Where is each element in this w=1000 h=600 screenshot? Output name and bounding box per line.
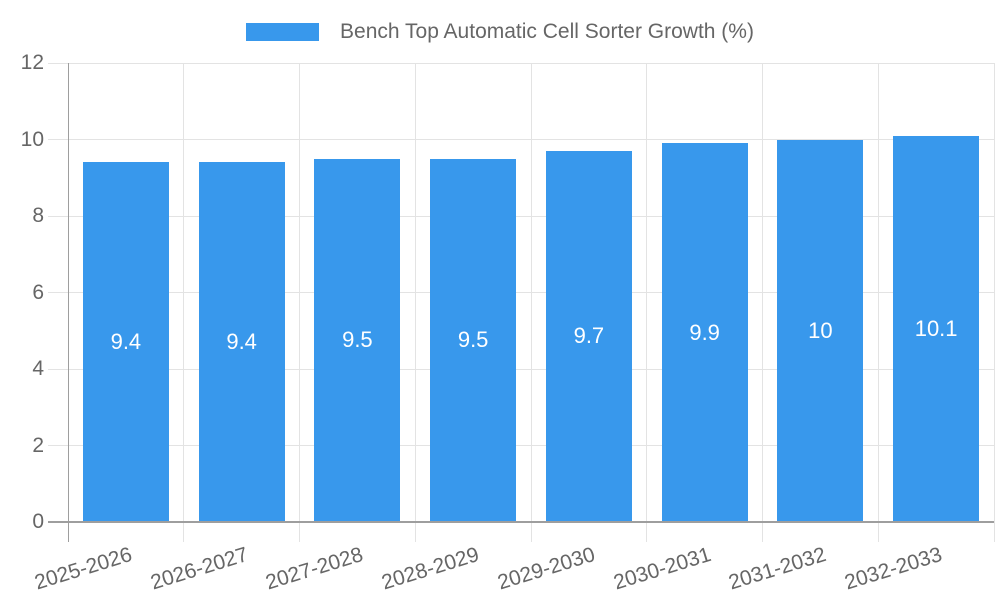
gridline-horizontal [48,445,994,446]
bar[interactable] [82,162,169,522]
bar[interactable] [545,150,632,522]
bar-value-label: 9.7 [573,323,605,349]
y-tick-label: 10 [20,127,44,151]
gridline-horizontal [48,62,994,64]
gridline-vertical [877,63,879,542]
y-tick-label: 2 [32,433,44,457]
gridline-horizontal [48,292,994,293]
legend-swatch [246,23,320,41]
x-tick-label: 2026-2027 [147,543,251,595]
bar-value-label: 9.9 [689,319,720,345]
legend: Bench Top Automatic Cell Sorter Growth (… [0,20,1000,44]
x-tick-label: 2027-2028 [263,543,367,595]
x-axis-baseline [48,521,994,523]
y-axis-line [67,63,69,542]
bar[interactable] [430,158,517,522]
y-tick-label: 12 [20,51,44,74]
bar-value-label: 10 [808,317,833,343]
legend-item[interactable]: Bench Top Automatic Cell Sorter Growth (… [246,20,754,44]
bar-value-label: 9.4 [110,329,142,355]
y-tick-label: 4 [32,357,44,380]
bar[interactable] [661,143,748,522]
gridline-horizontal [48,368,994,370]
gridline-horizontal [48,139,994,140]
bar-value-label: 9.4 [226,329,257,355]
x-tick-label: 2025-2026 [31,543,135,595]
gridline-vertical [993,63,995,542]
bar-value-label: 9.5 [457,327,489,353]
x-tick-label: 2032-2033 [842,543,945,595]
gridline-vertical [762,63,763,542]
gridline-vertical [530,63,532,542]
bar[interactable] [314,158,401,522]
x-tick-label: 2031-2032 [726,543,830,595]
gridline-vertical [299,63,300,542]
bar[interactable] [198,162,285,522]
gridline-vertical [414,63,416,542]
gridline-horizontal [48,215,994,217]
y-tick-label: 0 [32,510,44,533]
y-tick-label: 6 [32,280,44,304]
bar-value-label: 9.5 [342,327,373,353]
bar[interactable] [777,139,864,522]
bar-value-label: 10.1 [914,315,958,341]
bar[interactable] [893,135,980,522]
x-tick-label: 2029-2030 [494,543,598,595]
gridline-vertical [646,63,648,542]
y-tick-label: 8 [32,204,44,227]
legend-label: Bench Top Automatic Cell Sorter Growth (… [340,20,754,43]
gridline-vertical [183,63,185,542]
x-tick-label: 2030-2031 [610,543,714,595]
x-tick-label: 2028-2029 [379,543,482,595]
